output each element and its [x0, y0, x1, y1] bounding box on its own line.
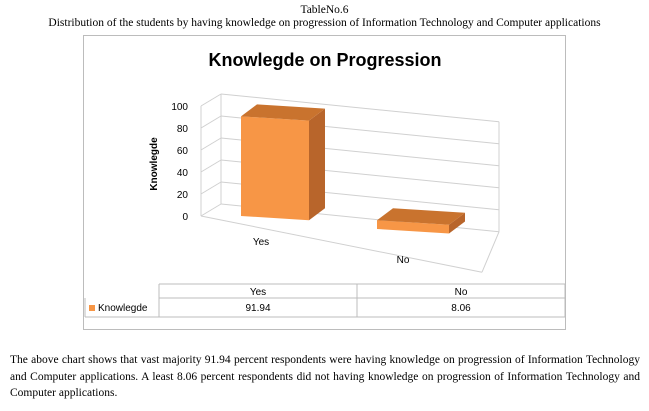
gridline	[220, 93, 500, 123]
bar-chart-3d: Knowlegde on Progression Knowlegde 0 20 40…	[84, 50, 566, 318]
table-row-label: Knowlegde	[98, 303, 148, 314]
table-header-no: No	[455, 287, 468, 298]
bar-no	[377, 208, 465, 234]
bars	[241, 104, 465, 234]
gridline-side	[200, 115, 222, 129]
x-category-label: Yes	[253, 237, 269, 248]
chart-title: Knowlegde on Progression	[208, 50, 441, 70]
table-cell-no: 8.06	[451, 303, 471, 314]
gridline-side	[200, 181, 222, 195]
y-tick-label: 0	[182, 212, 188, 223]
table-header-yes: Yes	[250, 287, 266, 298]
y-tick-label: 60	[177, 146, 189, 157]
y-axis-label: Knowlegde	[149, 137, 160, 191]
y-tick-label: 40	[177, 168, 189, 179]
gridline-side	[200, 203, 222, 217]
floor-front-edge	[200, 215, 483, 273]
y-tick-label: 80	[177, 124, 189, 135]
table-subcaption: Distribution of the students by having k…	[48, 17, 601, 29]
data-table: Yes No Knowlegde 91.94 8.06	[84, 283, 566, 318]
gridline-side	[200, 159, 222, 173]
x-category-labels: Yes No	[253, 237, 410, 266]
gridline-side	[200, 137, 222, 151]
y-tick-labels: 0 20 40 60 80 100	[171, 102, 188, 223]
legend-swatch	[89, 305, 95, 311]
gridline-side	[200, 93, 222, 107]
bar-yes	[241, 104, 325, 221]
y-tick-label: 20	[177, 190, 189, 201]
description-paragraph: The above chart shows that vast majority…	[10, 354, 640, 399]
floor-right-edge	[481, 231, 500, 273]
table-caption: TableNo.6	[300, 4, 349, 16]
y-tick-label: 100	[171, 102, 188, 113]
table-cell-yes: 91.94	[245, 303, 270, 314]
x-category-label: No	[397, 255, 410, 266]
chart-area: Knowlegde on Progression Knowlegde 0 20 40…	[83, 35, 566, 330]
